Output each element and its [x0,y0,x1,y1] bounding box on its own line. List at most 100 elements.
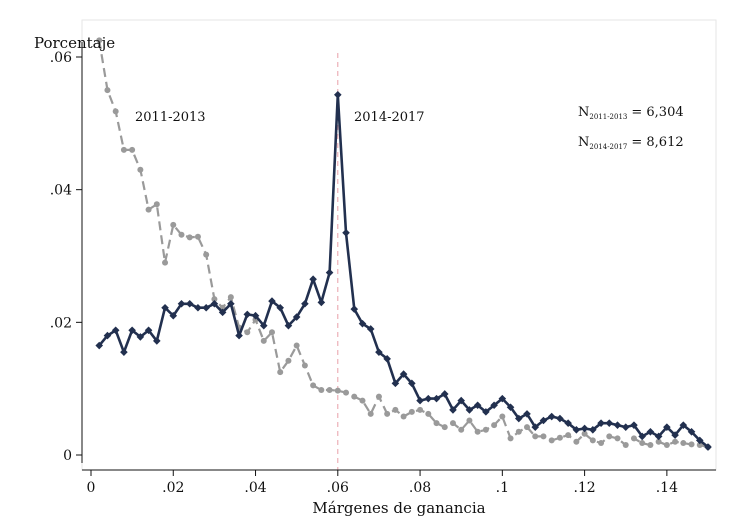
data-point-2014-2017 [325,268,334,277]
data-point-2011-2013 [474,428,481,435]
data-point-2014-2017 [268,297,276,305]
data-point-2014-2017 [309,275,317,284]
data-point-2014-2017 [663,423,671,431]
data-point-2014-2017 [210,299,219,308]
y-tick-label: .06 [50,50,72,66]
data-point-2011-2013 [145,206,152,213]
data-point-2014-2017 [391,379,400,388]
data-point-2011-2013 [162,259,169,266]
data-point-2011-2013 [532,433,539,440]
data-point-2011-2013 [153,201,160,208]
data-point-2011-2013 [203,251,210,258]
data-point-2014-2017 [490,401,498,410]
y-tick-label: .02 [50,315,72,331]
data-point-2014-2017 [465,406,474,414]
data-point-2014-2017 [366,325,375,333]
data-point-2014-2017 [169,311,178,320]
data-point-2011-2013 [359,397,366,404]
data-point-2011-2013 [186,234,193,241]
data-point-2011-2013 [482,426,489,433]
n-2014-2017-subscript: 2014-2017 [589,143,627,151]
data-point-2014-2017 [580,424,589,433]
data-point-2014-2017 [227,299,235,308]
data-point-2011-2013 [301,362,308,369]
x-tick-label: .1 [496,480,509,496]
x-tick-label: .02 [162,480,184,496]
data-point-2011-2013 [655,438,662,445]
data-point-2014-2017 [185,299,194,308]
data-point-2014-2017 [679,421,688,429]
data-point-2011-2013 [688,441,695,448]
data-point-2011-2013 [598,440,605,447]
data-point-2014-2017 [597,419,605,427]
data-point-2011-2013 [672,438,679,445]
data-point-2014-2017 [153,337,161,345]
data-point-2011-2013 [540,433,547,440]
data-point-2014-2017 [654,432,663,441]
data-point-2011-2013 [491,422,498,429]
data-point-2014-2017 [482,408,490,416]
data-point-2014-2017 [564,419,572,427]
data-point-2011-2013 [548,437,555,444]
data-point-2011-2013 [194,233,201,240]
x-tick-label: .04 [244,480,266,496]
data-point-2011-2013 [211,296,218,303]
data-point-2011-2013 [458,426,465,433]
data-point-2011-2013 [408,408,415,415]
series-group [95,37,712,451]
data-point-2014-2017 [547,412,556,421]
data-point-2011-2013 [170,221,177,228]
n-2011-2013-value: = 6,304 [631,105,683,120]
plot-frame [81,19,717,471]
data-point-2011-2013 [375,393,382,400]
data-point-2014-2017 [432,394,441,403]
series-label-2011-2013: 2011-2013 [135,110,206,125]
n-2011-2013-prefix: N [578,105,589,120]
data-point-2011-2013 [417,406,424,413]
data-point-2011-2013 [581,430,588,437]
series-label-2014-2017: 2014-2017 [354,110,425,125]
data-point-2011-2013 [639,440,646,447]
data-point-2014-2017 [704,443,712,451]
data-point-2011-2013 [449,420,456,427]
data-point-2011-2013 [441,424,448,431]
data-point-2014-2017 [399,370,408,378]
data-point-2014-2017 [638,432,646,441]
data-point-2014-2017 [144,326,153,335]
data-point-2011-2013 [614,435,621,442]
x-tick-label: 0 [87,480,96,496]
data-point-2014-2017 [506,403,515,412]
data-point-2014-2017 [111,326,120,335]
data-point-2014-2017 [358,319,367,328]
data-point-2014-2017 [416,396,424,405]
data-point-2014-2017 [531,423,540,431]
data-point-2011-2013 [680,440,687,447]
x-tick-label: .14 [656,480,678,496]
data-point-2011-2013 [351,393,358,400]
data-point-2014-2017 [440,390,449,398]
data-point-2014-2017 [218,308,227,317]
data-point-2014-2017 [243,310,252,319]
data-point-2014-2017 [161,303,169,312]
data-point-2011-2013 [178,231,185,238]
data-point-2011-2013 [293,342,300,349]
data-point-2014-2017 [621,423,630,431]
data-point-2011-2013 [392,406,399,413]
data-point-2014-2017 [317,298,326,307]
data-point-2014-2017 [671,431,679,439]
data-point-2011-2013 [400,413,407,420]
data-point-2011-2013 [425,410,432,417]
data-point-2014-2017 [646,427,655,436]
data-point-2011-2013 [310,382,317,389]
data-point-2014-2017 [235,331,243,340]
plot-area-border [81,19,717,471]
data-point-2014-2017 [350,305,359,313]
data-point-2011-2013 [326,386,333,393]
data-point-2011-2013 [556,434,563,441]
data-point-2014-2017 [120,348,128,356]
data-point-2014-2017 [473,401,482,410]
data-point-2014-2017 [457,396,465,405]
data-point-2011-2013 [606,433,613,440]
data-point-2011-2013 [663,442,670,449]
data-point-2011-2013 [260,337,267,344]
